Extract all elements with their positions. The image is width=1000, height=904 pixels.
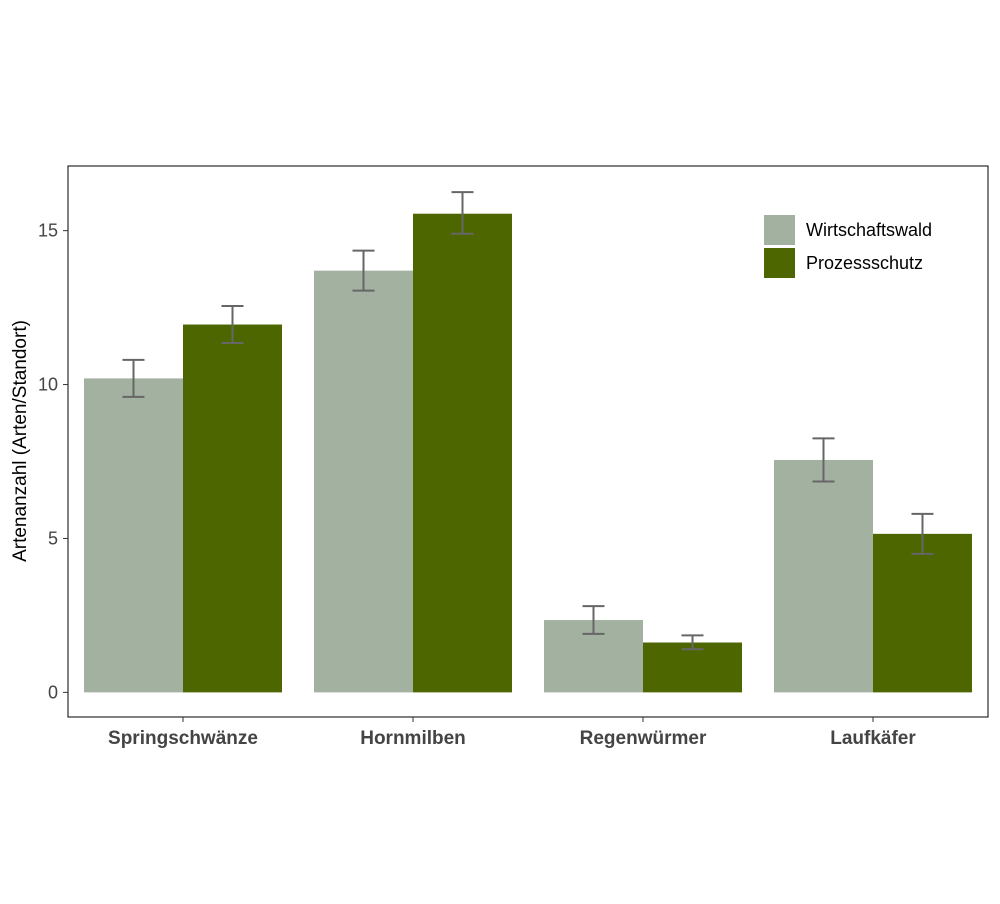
error-bars-layer — [122, 191, 934, 651]
error-bar-prozessschutz-1 — [451, 191, 474, 235]
legend-swatch — [764, 248, 795, 278]
bars-layer — [84, 213, 972, 693]
y-tick-label: 15 — [38, 221, 58, 241]
x-tick-label: Laufkäfer — [830, 728, 916, 749]
error-bar-wirtschaftswald-3 — [812, 437, 835, 483]
bar-wirtschaftswald-1 — [314, 270, 413, 693]
error-bar-prozessschutz-2 — [681, 634, 704, 651]
bar-prozessschutz-1 — [413, 213, 512, 693]
legend-swatch — [764, 215, 795, 245]
legend-label: Prozessschutz — [806, 253, 923, 273]
x-tick-label: Hornmilben — [360, 728, 466, 749]
error-bar-wirtschaftswald-0 — [122, 358, 145, 398]
legend: Wirtschaftswald Prozessschutz — [764, 215, 932, 278]
y-axis-title: Artenanzahl (Arten/Standort) — [10, 320, 31, 562]
error-bar-wirtschaftswald-2 — [582, 605, 605, 635]
x-tick-label: Springschwänze — [108, 728, 258, 749]
x-tick-label: Regenwürmer — [580, 728, 707, 749]
error-bar-prozessschutz-3 — [911, 512, 934, 555]
bar-wirtschaftswald-0 — [84, 378, 183, 693]
error-bar-wirtschaftswald-1 — [352, 249, 375, 292]
legend-label: Wirtschaftswald — [806, 220, 932, 240]
error-bar-prozessschutz-0 — [221, 305, 244, 344]
y-axis: 0 5 10 15 — [38, 221, 68, 702]
bar-wirtschaftswald-3 — [774, 459, 873, 693]
y-tick-label: 10 — [38, 375, 58, 395]
x-axis: Springschwänze Hornmilben Regenwürmer Laufk… — [108, 717, 916, 749]
bar-prozessschutz-3 — [873, 533, 972, 693]
bar-prozessschutz-0 — [183, 324, 282, 693]
y-tick-label: 5 — [48, 528, 58, 548]
bar-prozessschutz-2 — [643, 642, 742, 693]
y-tick-label: 0 — [48, 682, 58, 702]
